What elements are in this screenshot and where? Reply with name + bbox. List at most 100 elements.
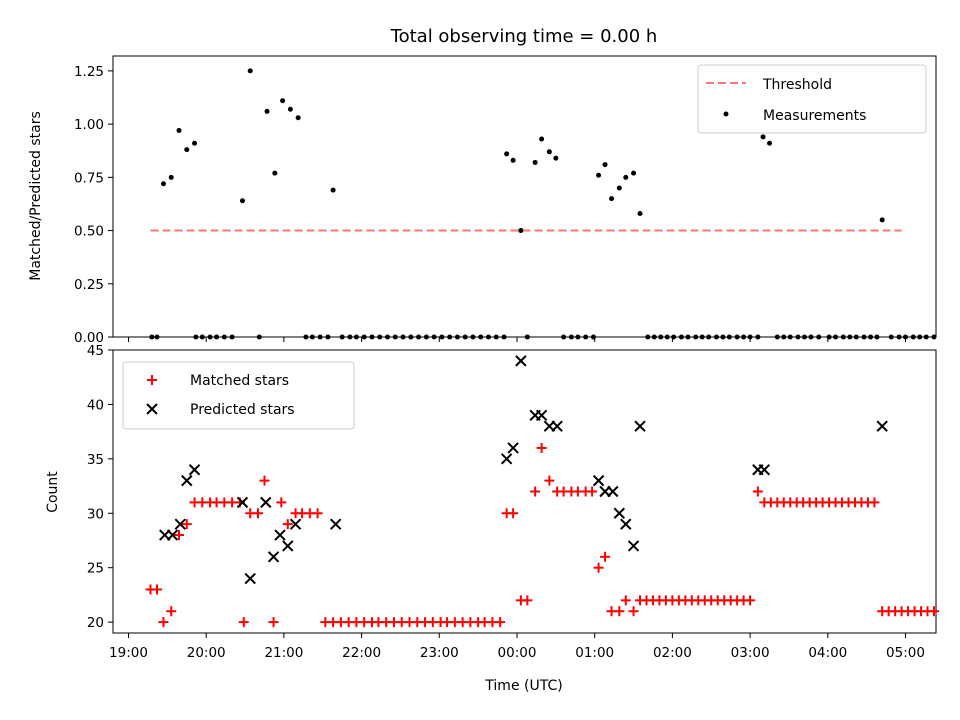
measurement-point: [903, 334, 908, 340]
predicted-star-point: [236, 496, 249, 509]
matched-star-point: [869, 497, 880, 508]
x-tick-label: 02:00: [653, 645, 692, 661]
predicted-star-point: [876, 420, 888, 432]
predicted-star-point: [592, 474, 605, 487]
measurement-point: [160, 181, 166, 187]
bottom-y-tick-label: 40: [87, 397, 104, 413]
bottom-y-tick-label: 25: [87, 561, 104, 577]
predicted-star-point: [274, 529, 286, 541]
matched-star-point: [174, 530, 185, 541]
measurement-point: [518, 228, 524, 234]
measurement-points: [149, 68, 937, 340]
measurement-point: [609, 196, 615, 202]
matched-star-point: [508, 508, 519, 519]
matched-star-point: [620, 595, 631, 606]
predicted-star-point: [260, 496, 272, 509]
predicted-star-point: [620, 518, 632, 530]
measurement-point: [590, 334, 596, 340]
measurement-point: [184, 147, 190, 153]
measurement-point: [361, 334, 367, 340]
matched-star-point: [544, 475, 555, 486]
legend-predicted-swatch: [146, 403, 158, 415]
measurement-point: [207, 334, 213, 340]
measurement-point: [193, 334, 199, 340]
measurement-point: [693, 334, 699, 340]
count-points: [145, 355, 939, 628]
measurement-point: [546, 149, 552, 155]
measurement-point: [392, 334, 398, 340]
predicted-star-point: [267, 551, 280, 563]
measurement-point: [416, 334, 422, 340]
measurement-point: [826, 334, 832, 340]
measurement-point: [734, 334, 740, 340]
matched-star-point: [238, 617, 249, 628]
measurement-point: [239, 198, 245, 204]
measurement-point: [431, 334, 437, 340]
measurement-point: [645, 334, 651, 340]
top-y-tick-label: 0.25: [74, 277, 104, 293]
predicted-star-point: [613, 507, 626, 519]
measurement-point: [664, 334, 670, 340]
measurement-point: [221, 334, 227, 340]
predicted-star-point: [500, 453, 513, 465]
measurement-point: [910, 334, 916, 340]
predicted-star-point: [627, 540, 640, 552]
measurement-point: [295, 115, 301, 121]
matched-star-point: [593, 562, 604, 573]
top-y-ticks: 0.00 0.25 0.50 0.75 1.00 1.25: [74, 64, 113, 346]
predicted-star-point: [515, 355, 527, 367]
measurement-point: [917, 334, 923, 340]
x-tick-label: 01:00: [575, 645, 614, 661]
legend-measurements-swatch: [723, 111, 729, 117]
matched-star-point: [928, 606, 939, 617]
bottom-y-tick-label: 20: [87, 615, 104, 631]
measurement-point: [256, 334, 262, 340]
predicted-star-point: [551, 420, 563, 432]
measurement-point: [699, 334, 705, 340]
measurement-point: [781, 334, 787, 340]
measurement-point: [651, 334, 657, 340]
measurement-point: [493, 334, 499, 340]
legend-threshold-label: Threshold: [762, 77, 832, 93]
measurement-point: [539, 136, 545, 142]
measurement-point: [637, 211, 643, 217]
measurement-point: [623, 174, 629, 180]
measurement-point: [303, 334, 309, 340]
measurement-point: [439, 334, 445, 340]
measurement-point: [847, 334, 853, 340]
predicted-star-point: [329, 518, 342, 530]
measurement-point: [853, 334, 859, 340]
measurement-point: [713, 334, 719, 340]
measurement-point: [879, 217, 885, 223]
bottom-x-ticks: 19:00 20:00 21:00 22:00 23:00 00:00 01:00 02:00…: [109, 633, 925, 661]
measurement-point: [671, 334, 677, 340]
matched-star-point: [268, 617, 279, 628]
x-tick-label: 05:00: [886, 645, 925, 661]
measurement-point: [423, 334, 429, 340]
measurement-point: [287, 106, 293, 112]
matched-star-point: [522, 595, 533, 606]
measurement-point: [833, 334, 839, 340]
measurement-point: [478, 334, 484, 340]
measurement-point: [462, 334, 468, 340]
predicted-star-point: [188, 464, 201, 476]
measurement-point: [868, 334, 874, 340]
measurement-point: [561, 334, 567, 340]
bottom-legend-box: [122, 361, 355, 430]
measurement-point: [247, 68, 253, 74]
measurement-point: [454, 334, 460, 340]
measurement-point: [923, 334, 929, 340]
predicted-star-point: [758, 464, 771, 476]
matched-star-point: [536, 442, 547, 453]
matched-star-point: [253, 508, 263, 519]
matched-star-point: [752, 486, 763, 497]
measurement-point: [447, 334, 453, 340]
measurement-point: [330, 187, 336, 193]
matched-star-point: [600, 551, 611, 562]
top-y-tick-label: 1.00: [74, 117, 104, 133]
matched-star-point: [276, 497, 287, 508]
x-axis-label: Time (UTC): [484, 678, 562, 694]
measurement-point: [408, 334, 414, 340]
top-y-tick-label: 0.00: [74, 330, 104, 346]
matched-star-point: [158, 617, 169, 628]
